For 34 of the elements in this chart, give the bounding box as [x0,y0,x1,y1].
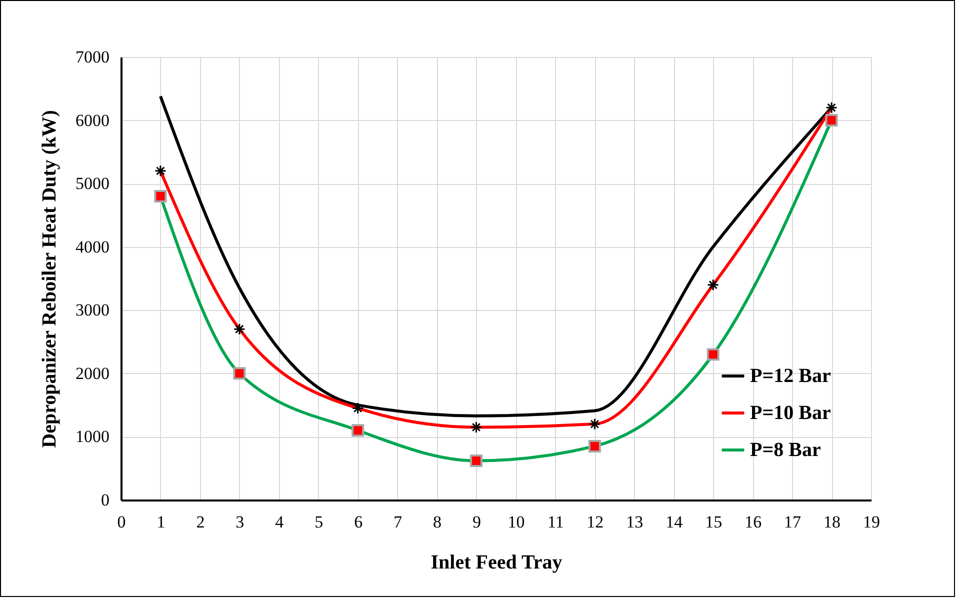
x-tick-label: 8 [433,512,442,532]
x-tick-label: 15 [705,512,722,532]
y-tick-label: 0 [101,490,110,510]
x-tick-label: 18 [824,512,841,532]
x-tick-label: 13 [626,512,644,532]
y-tick-label: 6000 [76,110,110,130]
y-tick-label: 1000 [76,427,110,446]
x-tick-label: 7 [394,512,403,532]
x-tick-label: 12 [586,512,604,532]
x-tick-label: 0 [117,512,126,532]
y-axis-title: Depropanizer Reboiler Heat Duty (kW) [38,110,60,448]
x-tick-label: 19 [863,512,880,532]
x-tick-label: 6 [354,512,363,532]
legend-label: P=12 Bar [750,365,831,387]
x-tick-label: 17 [784,512,802,532]
y-tick-label: 5000 [76,174,110,194]
y-tick-label: 7000 [76,48,110,66]
x-tick-label: 5 [314,512,324,532]
x-tick-label: 4 [275,512,284,532]
x-tick-label: 9 [472,512,482,532]
point [826,102,838,114]
x-tick-label: 11 [548,512,564,532]
y-tick-label: 2000 [76,364,110,383]
x-tick-label: 10 [508,512,525,532]
x-axis-title: Inlet Feed Tray [430,552,562,574]
y-tick-label: 4000 [76,237,110,256]
x-tick-label: 14 [666,512,684,532]
y-tick-label: 3000 [76,300,110,320]
x-tick-label: 2 [196,512,205,532]
x-tick-label: 3 [236,512,244,532]
x-tick-label: 1 [156,512,166,532]
legend-label: P=10 Bar [750,402,831,424]
x-tick-label: 16 [744,512,762,532]
legend-label: P=8 Bar [750,439,821,461]
